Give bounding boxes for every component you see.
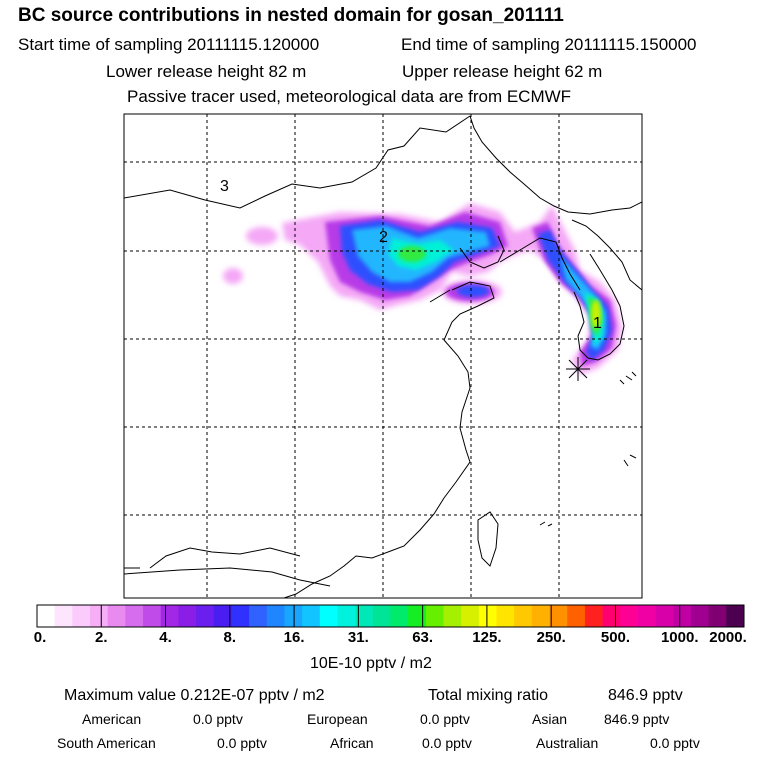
- coastlines: [124, 115, 642, 598]
- colorbar-cell: [567, 605, 586, 627]
- colorbar-cell: [337, 605, 356, 627]
- colorbar-cell: [319, 605, 338, 627]
- colorbar-cell: [213, 605, 232, 627]
- colorbar-tick-label: 250.: [536, 629, 566, 646]
- colorbar-cells: [37, 605, 745, 627]
- colorbar-cell: [72, 605, 91, 627]
- colorbar-cell: [196, 605, 215, 627]
- colorbar-cell: [107, 605, 126, 627]
- region-value-american: 0.0 pptv: [193, 711, 243, 727]
- colorbar-cell: [443, 605, 462, 627]
- colorbar-cell: [143, 605, 162, 627]
- map-panel: 3 2 1: [123, 113, 643, 599]
- colorbar-cell: [390, 605, 409, 627]
- region-value-asian: 846.9 pptv: [604, 711, 670, 727]
- region-label-3: 3: [220, 178, 229, 195]
- colorbar-cell: [125, 605, 144, 627]
- concentration-field: [223, 203, 622, 375]
- start-time-label: Start time of sampling 20111115.120000: [18, 35, 320, 54]
- colorbar-cell: [496, 605, 515, 627]
- map-frame: [123, 113, 643, 599]
- colorbar-units: 10E-10 pptv / m2: [310, 655, 432, 672]
- star-icon: [566, 357, 590, 381]
- colorbar-cell: [37, 605, 56, 627]
- upper-release-height-label: Upper release height 62 m: [402, 62, 603, 81]
- colorbar-cell: [160, 605, 179, 627]
- colorbar-tick-label: 2000.: [709, 629, 747, 646]
- region-name-south-american: South American: [57, 735, 156, 751]
- colorbar-cell: [690, 605, 710, 627]
- colorbar-cell: [249, 605, 268, 627]
- colorbar-tick-label: 2.: [95, 629, 108, 646]
- region-value-australian: 0.0 pptv: [650, 735, 700, 751]
- colorbar-cell: [655, 605, 674, 627]
- colorbar: [36, 604, 745, 628]
- colorbar-cell: [231, 605, 250, 627]
- max-value-label: Maximum value 0.212E-07 pptv / m2: [64, 687, 325, 704]
- colorbar-cell: [708, 605, 727, 627]
- colorbar-cell: [584, 605, 604, 627]
- colorbar-separators: [100, 605, 681, 627]
- region-value-european: 0.0 pptv: [420, 711, 470, 727]
- colorbar-cell: [178, 605, 197, 627]
- colorbar-cell: [408, 605, 427, 627]
- total-mixing-ratio-value: 846.9 pptv: [608, 687, 683, 704]
- end-time-label: End time of sampling 20111115.150000: [401, 35, 697, 54]
- colorbar-tick-label: 125.: [472, 629, 502, 646]
- colorbar-cell: [726, 605, 745, 627]
- colorbar-tick-label: 500.: [600, 629, 631, 646]
- colorbar-cell: [673, 605, 692, 627]
- region-name-asian: Asian: [532, 711, 568, 727]
- region-value-south-american: 0.0 pptv: [217, 735, 267, 751]
- region-name-african: African: [330, 735, 374, 751]
- colorbar-tick-label: 8.: [223, 629, 237, 646]
- colorbar-cell: [372, 605, 391, 627]
- colorbar-tick-label: 16.: [283, 629, 305, 646]
- colorbar-cell: [90, 605, 109, 627]
- colorbar-cell: [461, 605, 480, 627]
- map-title: BC source contributions in nested domain…: [18, 5, 564, 26]
- colorbar-tick-label: 0.: [33, 629, 47, 646]
- colorbar-cell: [478, 605, 498, 627]
- region-label-2: 2: [379, 229, 388, 246]
- colorbar-cell: [266, 605, 285, 627]
- region-label-1: 1: [593, 315, 602, 332]
- region-name-american: American: [82, 711, 142, 727]
- colorbar-cell: [531, 605, 551, 627]
- map-gridlines: [124, 114, 642, 598]
- region-value-african: 0.0 pptv: [422, 735, 472, 751]
- colorbar-tick-label: 4.: [159, 629, 172, 646]
- colorbar-frame: [36, 604, 745, 628]
- colorbar-cell: [514, 605, 533, 627]
- colorbar-cell: [602, 605, 621, 627]
- region-name-australian: Australian: [536, 735, 599, 751]
- region-name-european: European: [307, 711, 368, 727]
- colorbar-cell: [54, 605, 73, 627]
- colorbar-cell: [549, 605, 568, 627]
- colorbar-cell: [284, 605, 303, 627]
- colorbar-tick-label: 1000.: [660, 629, 699, 646]
- colorbar-cell: [620, 605, 639, 627]
- colorbar-tick-label: 31.: [347, 629, 369, 646]
- colorbar-cell: [637, 605, 657, 627]
- colorbar-cell: [302, 605, 321, 627]
- colorbar-cell: [425, 605, 445, 627]
- tracer-note: Passive tracer used, meteorological data…: [127, 87, 572, 106]
- lower-release-height-label: Lower release height 82 m: [106, 62, 307, 81]
- colorbar-cell: [355, 605, 374, 627]
- colorbar-tick-label: 63.: [412, 629, 434, 646]
- total-mixing-ratio-label: Total mixing ratio: [428, 687, 549, 704]
